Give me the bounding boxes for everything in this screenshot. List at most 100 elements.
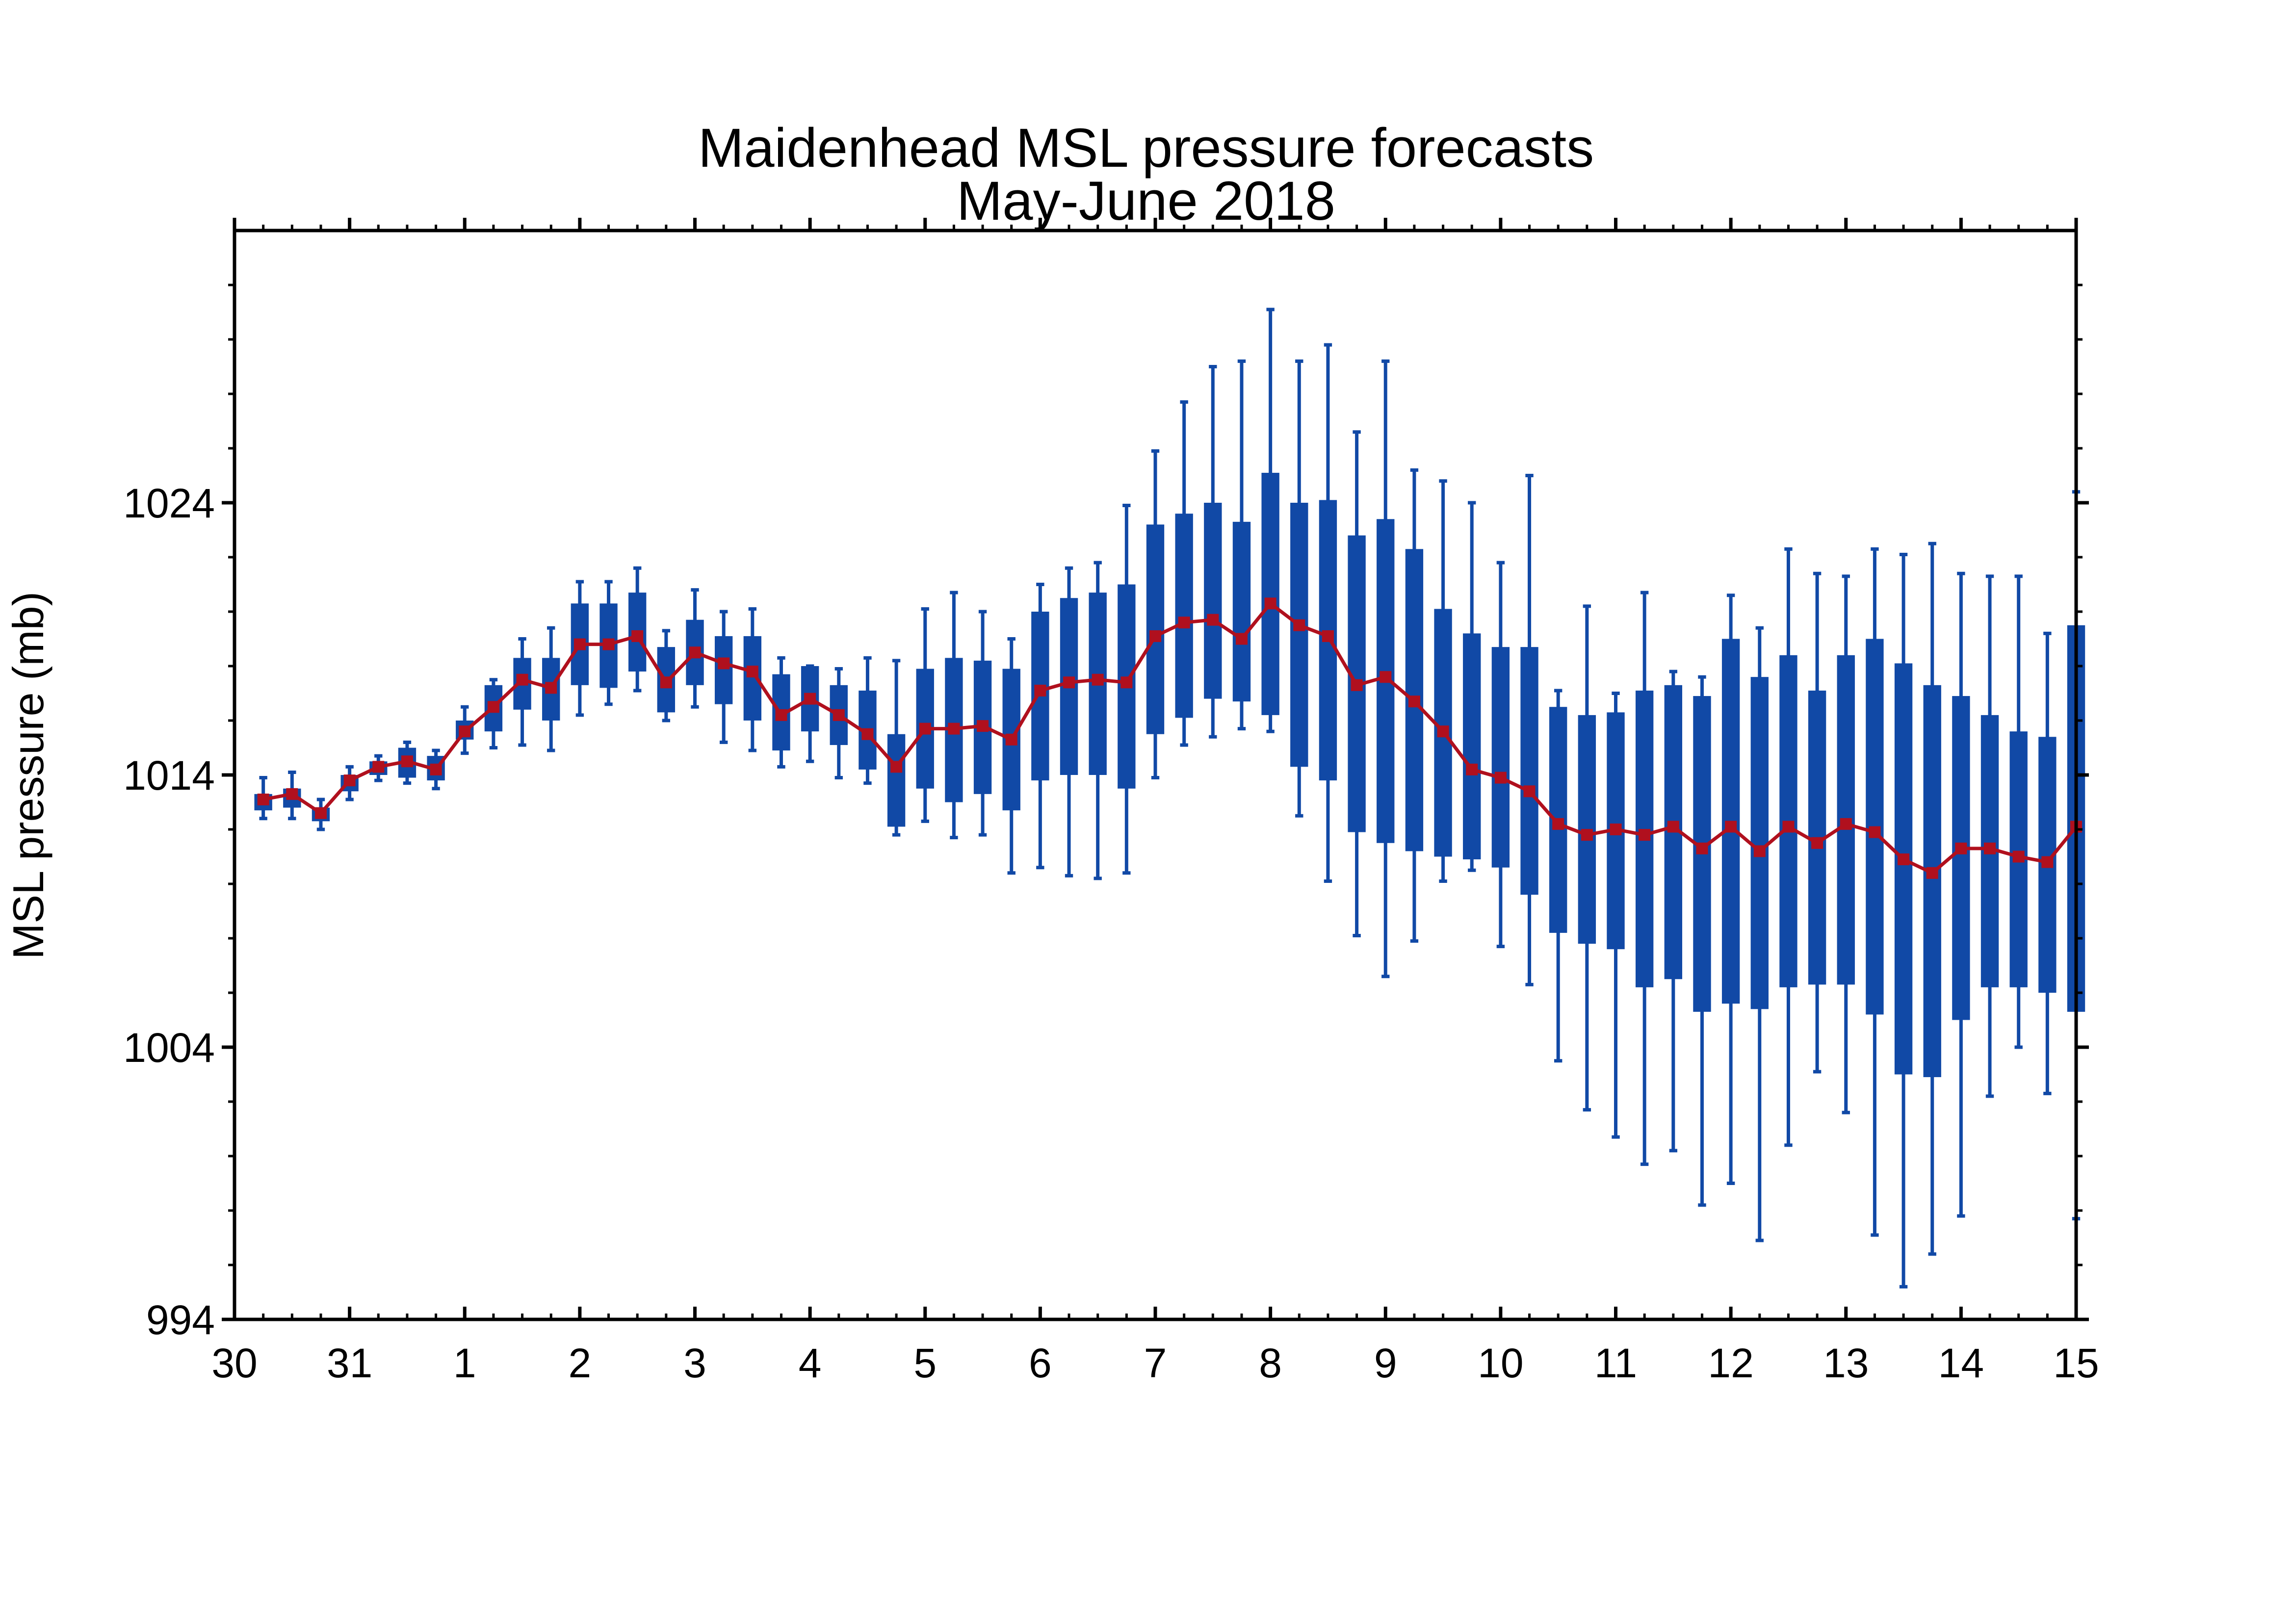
- box-item: [1463, 501, 1481, 872]
- box-item: [1031, 583, 1049, 870]
- box-item: [916, 607, 934, 823]
- median-point: [1322, 630, 1334, 642]
- median-point: [602, 638, 615, 650]
- box: [1520, 647, 1538, 895]
- median-point: [1782, 821, 1795, 833]
- median-point: [1610, 824, 1622, 835]
- y-tick-label: 1024: [123, 480, 215, 526]
- median-point: [286, 788, 298, 800]
- x-tick-label: 14: [1938, 1340, 1984, 1386]
- box-item: [887, 659, 906, 837]
- box-item: [1175, 400, 1193, 747]
- median-point: [545, 682, 557, 694]
- x-tick-label: 6: [1029, 1340, 1052, 1386]
- box-item: [1232, 359, 1251, 731]
- median-line: [263, 601, 2078, 875]
- median-point: [314, 807, 327, 819]
- median-point: [1351, 679, 1363, 691]
- box-item: [1520, 474, 1538, 986]
- median-point: [1552, 818, 1564, 830]
- median-series: [257, 597, 2082, 879]
- median-point: [1437, 725, 1449, 738]
- y-axis: 1024 1014 1004 994: [123, 284, 2089, 1343]
- median-point: [746, 666, 758, 678]
- median-point: [372, 761, 385, 773]
- x-tick-label: 2: [569, 1340, 592, 1386]
- median-point: [516, 673, 528, 686]
- x-tick-label: 7: [1144, 1340, 1167, 1386]
- median-point: [1207, 614, 1219, 626]
- x-tick-label: 10: [1478, 1340, 1523, 1386]
- x-tick-label: 12: [1708, 1340, 1753, 1386]
- x-tick-label: 31: [327, 1340, 372, 1386]
- median-point: [1725, 821, 1737, 833]
- x-tick-label: 13: [1823, 1340, 1869, 1386]
- median-point: [1092, 673, 1104, 686]
- y-tick-label: 1004: [123, 1025, 215, 1071]
- box-item: [1952, 571, 1970, 1218]
- y-axis-label: MSL pressure (mb): [4, 592, 52, 959]
- x-tick-label: 8: [1259, 1340, 1282, 1386]
- median-point: [1005, 733, 1017, 746]
- median-point: [631, 630, 644, 642]
- box: [1290, 503, 1308, 767]
- box: [1261, 472, 1279, 715]
- median-point: [1926, 867, 1938, 879]
- box: [1952, 696, 1970, 1020]
- median-point: [1063, 676, 1075, 689]
- median-point: [1667, 821, 1679, 833]
- median-point: [1380, 671, 1392, 683]
- x-tick-label: 1: [453, 1340, 476, 1386]
- median-point: [1178, 617, 1190, 629]
- box-item: [1089, 561, 1107, 880]
- box: [1463, 633, 1481, 860]
- median-point: [718, 657, 730, 670]
- median-point: [948, 722, 960, 735]
- median-point: [1898, 853, 1910, 866]
- x-tick-label: 5: [913, 1340, 937, 1386]
- median-point: [833, 709, 845, 721]
- box-item: [1491, 561, 1510, 949]
- box-item: [1923, 541, 1941, 1256]
- box: [1894, 663, 1913, 1075]
- median-point: [401, 755, 413, 768]
- box: [1175, 514, 1193, 718]
- box-item: [1204, 365, 1222, 739]
- y-tick-label: 994: [146, 1297, 215, 1343]
- median-point: [2041, 856, 2054, 868]
- y-tick-label: 1014: [123, 752, 215, 799]
- box: [887, 734, 906, 827]
- median-point: [1034, 684, 1046, 696]
- box: [1923, 685, 1941, 1078]
- median-point: [2012, 851, 2025, 863]
- median-point: [1840, 818, 1852, 830]
- x-tick-label: 3: [683, 1340, 706, 1386]
- x-tick-label: 11: [1594, 1340, 1637, 1386]
- box-item: [254, 776, 272, 821]
- box-item: [1261, 308, 1279, 733]
- median-point: [861, 728, 874, 740]
- x-tick-label: 15: [2053, 1340, 2099, 1386]
- median-point: [1149, 630, 1161, 642]
- box-item: [628, 566, 647, 693]
- median-point: [487, 701, 499, 713]
- box-item: [1290, 359, 1308, 818]
- box: [1491, 647, 1510, 868]
- box-item: [1377, 359, 1395, 979]
- median-point: [1581, 829, 1593, 841]
- median-point: [1264, 597, 1276, 610]
- median-point: [343, 774, 356, 787]
- median-point: [1494, 772, 1507, 784]
- median-point: [1955, 842, 1967, 854]
- box: [1232, 521, 1251, 702]
- chart-subtitle: May-June 2018: [957, 170, 1335, 232]
- median-point: [890, 761, 903, 773]
- median-point: [689, 646, 701, 659]
- median-point: [459, 725, 471, 738]
- box-item: [1750, 626, 1769, 1242]
- median-point: [1696, 842, 1708, 854]
- median-point: [430, 763, 442, 775]
